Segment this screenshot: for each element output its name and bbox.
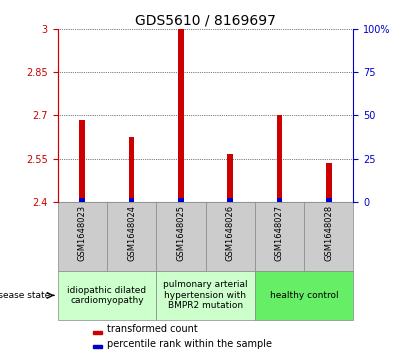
Text: GSM1648027: GSM1648027 bbox=[275, 205, 284, 261]
Bar bbox=[277, 115, 282, 202]
Bar bbox=[79, 198, 85, 202]
Bar bbox=[326, 163, 332, 202]
Bar bbox=[156, 202, 206, 271]
Bar bbox=[156, 271, 255, 320]
Text: GSM1648023: GSM1648023 bbox=[78, 205, 87, 261]
Text: percentile rank within the sample: percentile rank within the sample bbox=[106, 339, 272, 349]
Text: healthy control: healthy control bbox=[270, 291, 338, 300]
Text: pulmonary arterial
hypertension with
BMPR2 mutation: pulmonary arterial hypertension with BMP… bbox=[163, 281, 248, 310]
Bar bbox=[79, 120, 85, 202]
Bar bbox=[227, 198, 233, 202]
Bar bbox=[129, 137, 134, 202]
Bar bbox=[58, 271, 156, 320]
Text: GSM1648028: GSM1648028 bbox=[324, 205, 333, 261]
Text: transformed count: transformed count bbox=[106, 324, 197, 334]
Bar bbox=[255, 271, 353, 320]
Bar bbox=[304, 202, 353, 271]
Bar bbox=[58, 202, 107, 271]
Bar bbox=[277, 198, 282, 202]
Bar bbox=[178, 198, 184, 202]
Text: GSM1648025: GSM1648025 bbox=[176, 205, 185, 261]
Bar bbox=[255, 202, 304, 271]
Text: GSM1648024: GSM1648024 bbox=[127, 205, 136, 261]
Bar bbox=[93, 346, 102, 348]
Text: disease state: disease state bbox=[0, 291, 50, 300]
Bar bbox=[129, 198, 134, 202]
Bar bbox=[326, 198, 332, 202]
Bar bbox=[227, 154, 233, 202]
Bar bbox=[178, 29, 184, 202]
Bar bbox=[107, 202, 156, 271]
Title: GDS5610 / 8169697: GDS5610 / 8169697 bbox=[135, 14, 276, 28]
Text: GSM1648026: GSM1648026 bbox=[226, 205, 235, 261]
Bar bbox=[93, 331, 102, 334]
Bar bbox=[206, 202, 255, 271]
Text: idiopathic dilated
cardiomyopathy: idiopathic dilated cardiomyopathy bbox=[67, 286, 146, 305]
